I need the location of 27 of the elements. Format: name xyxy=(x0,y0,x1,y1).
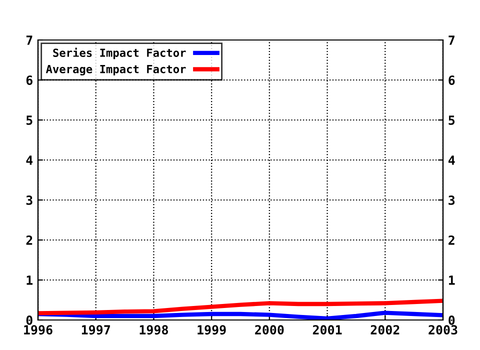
x-tick-label: 2003 xyxy=(428,325,458,335)
y2-tick-label: 4 xyxy=(448,156,455,165)
x-tick-label: 1999 xyxy=(198,325,226,335)
x-tick-label: 2002 xyxy=(370,325,400,335)
y2-tick-label: 6 xyxy=(448,75,455,85)
legend-label: Average Impact Factor xyxy=(46,65,186,76)
y-tick-label: 0 xyxy=(26,315,32,325)
y2-tick-label: 0 xyxy=(448,315,455,325)
y-tick-label: 6 xyxy=(26,75,32,85)
line-series xyxy=(38,298,443,316)
y2-tick-label: 5 xyxy=(448,116,455,125)
x-tick-label: 1996 xyxy=(24,325,52,335)
y-tick-label: 2 xyxy=(26,235,32,245)
y2-tick-label: 1 xyxy=(449,276,455,285)
legend-label: Series Impact Factor xyxy=(53,48,186,60)
y2-tick-label: 3 xyxy=(448,195,455,205)
y2-tick-label: 2 xyxy=(448,235,454,245)
x-tick-label: 1997 xyxy=(82,325,110,335)
y2-tick-label: 7 xyxy=(448,36,454,45)
x-tick-label: 1998 xyxy=(140,325,168,335)
y-tick-label: 4 xyxy=(26,156,33,165)
y-tick-label: 3 xyxy=(26,195,32,205)
x-tick-label: 2001 xyxy=(312,325,342,335)
y-tick-label: 1 xyxy=(26,276,33,285)
y-tick-label: 7 xyxy=(26,36,32,45)
x-tick-label: 2000 xyxy=(255,325,284,335)
y-tick-label: 5 xyxy=(26,116,32,125)
